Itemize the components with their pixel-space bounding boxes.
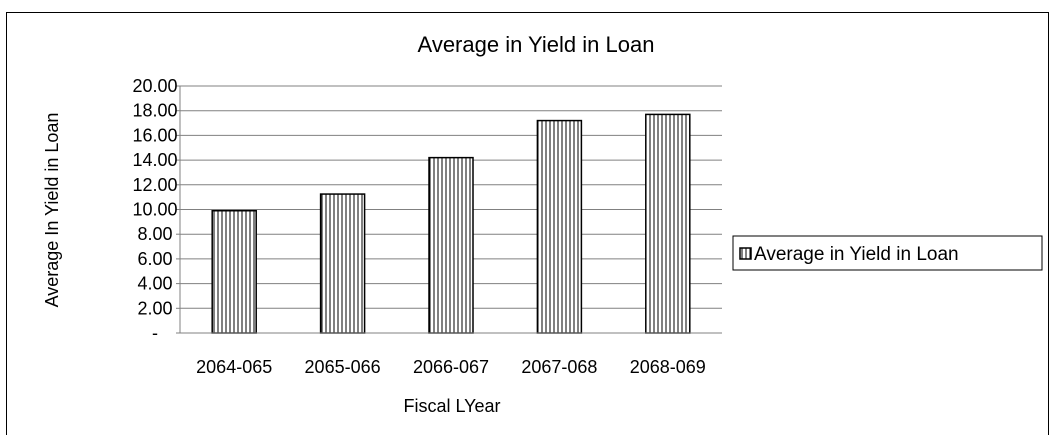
x-tick-labels: 2064-065 2065-066 2066-067 2067-068 2068-069 bbox=[196, 357, 706, 377]
y-tick-label: 8.00 bbox=[137, 224, 172, 244]
y-tick-label: 2.00 bbox=[137, 298, 172, 318]
y-tick-label: - bbox=[152, 323, 158, 343]
y-tick-label: 16.00 bbox=[132, 125, 177, 145]
bar-2068-069 bbox=[645, 113, 691, 334]
x-tick-label: 2066-067 bbox=[413, 357, 489, 377]
y-tick-label: 4.00 bbox=[137, 274, 172, 294]
legend-swatch bbox=[739, 247, 752, 260]
x-tick-label: 2067-068 bbox=[521, 357, 597, 377]
y-tick-label: 20.00 bbox=[132, 76, 177, 96]
y-tick-label: 10.00 bbox=[132, 200, 177, 220]
bar-2067-068 bbox=[536, 119, 583, 334]
x-tick-label: 2064-065 bbox=[196, 357, 272, 377]
chart-title: Average in Yield in Loan bbox=[418, 32, 655, 57]
y-axis-label: Average In Yield in Loan bbox=[42, 113, 62, 308]
y-tick-label: 18.00 bbox=[132, 101, 177, 121]
legend-box bbox=[732, 235, 1043, 271]
x-tick-label: 2065-066 bbox=[305, 357, 381, 377]
y-tick-label: 14.00 bbox=[132, 150, 177, 170]
y-tick-label: 12.00 bbox=[132, 175, 177, 195]
legend: Average in Yield in Loan bbox=[732, 235, 1043, 271]
bars bbox=[211, 113, 691, 334]
legend-entry: Average in Yield in Loan bbox=[754, 244, 959, 265]
x-axis-label: Fiscal LYear bbox=[403, 396, 500, 416]
y-tick-label: 6.00 bbox=[137, 249, 172, 269]
bar-2064-065 bbox=[211, 209, 257, 334]
x-tick-label: 2068-069 bbox=[630, 357, 706, 377]
bar-2065-066 bbox=[319, 193, 366, 334]
bar-2066-067 bbox=[428, 156, 474, 334]
y-tick-labels: - 2.00 4.00 6.00 8.00 10.00 12.00 14.00 16.00 18.… bbox=[132, 76, 180, 343]
